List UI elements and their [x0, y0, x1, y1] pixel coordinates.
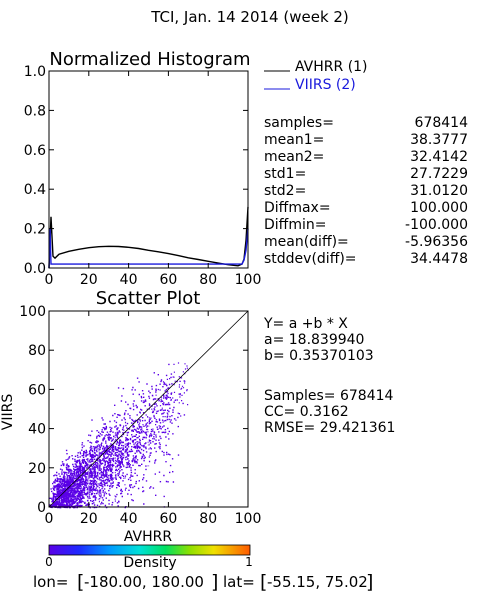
legend-label-viirs: VIIRS (2)	[295, 77, 356, 93]
colorbar-max-label: 1	[245, 555, 253, 569]
stat-value: -100.000	[405, 217, 468, 233]
colorbar-label: Density	[123, 555, 176, 571]
scatter-xtick-label: 100	[235, 511, 262, 527]
regression-b: b= 0.35370103	[264, 348, 374, 364]
colorbar-min-label: 0	[45, 555, 53, 569]
footer-lat-open: [	[260, 571, 267, 593]
histogram-series-group	[48, 206, 249, 269]
stat-value: 31.0120	[410, 183, 468, 199]
stat-value: 38.3777	[410, 132, 468, 148]
hist-ytick-label: 0.2	[24, 222, 46, 238]
stat-value: 27.7229	[410, 166, 468, 182]
density-colorbar: 0 Density 1	[45, 544, 253, 571]
hist-ytick-label: 1.0	[24, 64, 46, 80]
stat-label: Diffmax=	[264, 200, 331, 216]
regression-equation: Y= a +b * X	[263, 316, 348, 332]
histogram-title: Normalized Histogram	[49, 49, 250, 70]
histogram-line-0	[48, 206, 249, 269]
scatter-xtick-label: 60	[159, 511, 177, 527]
fit-lines	[48, 310, 249, 508]
scatter-chart: Scatter Plot 0 20 40 60 80 100 0 20 40 60 80 100 AV…	[0, 288, 261, 545]
hist-xtick-label: 80	[199, 272, 217, 288]
hist-xtick-label: 0	[45, 272, 54, 288]
scatter-xtick-label: 20	[80, 511, 98, 527]
hist-ytick-label: 0.6	[24, 143, 46, 159]
hist-xtick-label: 60	[159, 272, 177, 288]
stat-label: mean(diff)=	[264, 234, 349, 250]
footer-lon-label: lon=	[33, 573, 68, 591]
scatter-xtick-label: 40	[120, 511, 138, 527]
regression-rmse: RMSE= 29.421361	[264, 420, 395, 436]
scatter-xtick-label: 0	[45, 511, 54, 527]
stat-value: -5.96356	[405, 234, 468, 250]
footer-lat-close: ]	[366, 571, 373, 593]
stat-value: 34.4478	[410, 251, 468, 267]
histogram-frame	[48, 70, 249, 269]
footer-lon-range: -180.00, 180.00	[84, 573, 204, 591]
stat-value: 100.000	[410, 200, 468, 216]
scatter-ytick-label: 20	[28, 461, 46, 477]
scatter-ytick-label: 0	[37, 500, 46, 516]
histogram-chart: Normalized Histogram 0 20 40 60 80 1000.00.20…	[24, 49, 368, 288]
scatter-ytick-label: 60	[28, 382, 46, 398]
colorbar-gradient	[48, 544, 251, 556]
scatter-xtick-label: 80	[199, 511, 217, 527]
scatter-ylabel: VIIRS	[0, 394, 16, 431]
stats-table: samples= 678414 mean1= 38.3777 mean2= 32.4142…	[264, 115, 468, 267]
stat-value: 32.4142	[410, 149, 468, 165]
histogram-ticks: 0 20 40 60 80 100 0.0 0.2 0.4 0.6 0.8 1.0	[24, 64, 262, 288]
footer-range: lon= [ -180.00, 180.00 ] lat= [ -55.15, …	[33, 571, 373, 593]
regression-cc: CC= 0.3162	[264, 404, 349, 420]
hist-ytick-label: 0.0	[24, 261, 46, 277]
scatter-ticks: 0 20 40 60 80 100 0 20 40 60 80 100	[19, 304, 261, 527]
hist-ytick-label: 0.4	[24, 182, 46, 198]
legend-label-avhrr: AVHRR (1)	[295, 59, 368, 75]
stat-label: Diffmin=	[264, 217, 326, 233]
scatter-ytick-label: 80	[28, 343, 46, 359]
hist-xtick-label: 40	[120, 272, 138, 288]
scatter-ytick-label: 100	[19, 304, 46, 320]
footer-lat-label: lat=	[223, 573, 255, 591]
footer-lat-range: -55.15, 75.02	[267, 573, 368, 591]
scatter-title: Scatter Plot	[96, 288, 201, 309]
scatter-xlabel: AVHRR	[124, 529, 173, 545]
hist-ytick-label: 0.8	[24, 103, 46, 119]
regression-samples: Samples= 678414	[264, 388, 394, 404]
regression-a: a= 18.839940	[264, 332, 364, 348]
page-title: TCI, Jan. 14 2014 (week 2)	[150, 8, 349, 26]
stat-label: mean1=	[264, 132, 324, 148]
stat-label: std1=	[264, 166, 306, 182]
stat-label: std2=	[264, 183, 306, 199]
scatter-frame	[48, 310, 249, 508]
stat-label: stddev(diff)=	[264, 251, 357, 267]
one-to-one-line	[48, 310, 249, 508]
stat-value: 678414	[415, 115, 469, 131]
scatter-ytick-label: 40	[28, 422, 46, 438]
hist-xtick-label: 100	[235, 272, 262, 288]
histogram-line-1	[48, 228, 249, 269]
hist-xtick-label: 20	[80, 272, 98, 288]
footer-lon-open: [	[77, 571, 84, 593]
footer-lon-close: ]	[211, 571, 218, 593]
stat-label: samples=	[264, 115, 334, 131]
stat-label: mean2=	[264, 149, 324, 165]
